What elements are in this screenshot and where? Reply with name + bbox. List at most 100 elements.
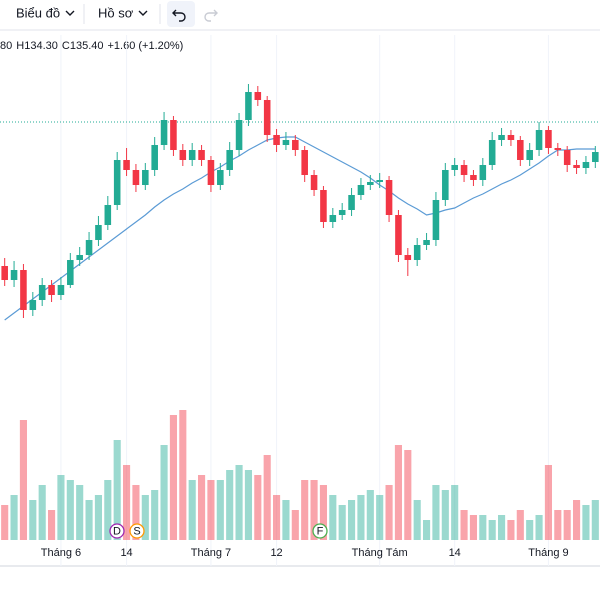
candle-body	[38, 285, 46, 300]
volume-bar	[198, 475, 206, 540]
candle-body	[320, 190, 327, 222]
x-tick-label: Tháng Tám	[352, 547, 408, 559]
legend-item: H134.30	[16, 40, 58, 52]
toolbar: Biểu đồ Hồ sơ	[0, 1, 600, 31]
volume-bar	[469, 515, 477, 540]
candle-body	[338, 210, 346, 215]
candle-body	[67, 260, 74, 285]
volume-bar	[488, 520, 496, 540]
candle-body	[142, 170, 149, 185]
candle-body	[348, 195, 355, 210]
volume-bar	[48, 510, 56, 540]
volume-bar	[263, 455, 271, 540]
event-label: D	[113, 525, 121, 537]
volume-bar	[123, 465, 131, 540]
volume-bar	[141, 495, 149, 540]
volume-bar	[179, 410, 187, 540]
volume-bar	[113, 440, 121, 540]
candle-body	[432, 200, 440, 240]
candle-body	[85, 240, 93, 255]
volume-bar	[451, 485, 459, 540]
candle-body	[76, 255, 83, 260]
volume-bar	[329, 495, 337, 540]
candle-body	[573, 165, 580, 168]
x-tick-label: 14	[449, 547, 461, 559]
candle-body	[301, 150, 308, 175]
candle-body	[395, 215, 402, 255]
volume-bar	[216, 480, 224, 540]
event-marker[interactable]	[312, 523, 328, 539]
candle-body	[273, 135, 280, 145]
candle-body	[217, 170, 224, 185]
candle-body	[95, 225, 102, 240]
candle-body	[170, 120, 177, 150]
volume-bar	[526, 520, 534, 540]
candle-body	[545, 130, 552, 148]
candle-body	[188, 150, 196, 160]
candle-body	[329, 215, 337, 222]
candle-body	[535, 130, 543, 150]
candle-body	[470, 175, 477, 180]
x-tick-label: Tháng 6	[41, 547, 81, 559]
volume-bar	[413, 500, 421, 540]
volume-bar	[423, 520, 431, 540]
redo-icon[interactable]	[204, 9, 218, 22]
volume-bar	[19, 420, 27, 540]
volume-bar	[394, 445, 402, 540]
volume-bar	[573, 500, 581, 540]
volume-bar	[338, 505, 346, 540]
profile-menu[interactable]: Hồ sơ	[98, 5, 134, 20]
volume-bar	[366, 490, 374, 540]
candle-body	[226, 150, 233, 170]
volume-bar	[76, 485, 84, 540]
x-tick-label: Tháng 9	[528, 547, 568, 559]
volume-bar	[376, 495, 384, 540]
candle-body	[57, 285, 65, 295]
candle-body	[254, 92, 262, 100]
volume-bar	[563, 510, 571, 540]
candle-body	[385, 180, 393, 215]
volume-bar	[582, 505, 590, 540]
volume-bar	[226, 470, 234, 540]
candle-body	[282, 140, 290, 145]
candle-body	[413, 245, 421, 260]
candle-body	[263, 100, 271, 135]
x-tick-label: Tháng 7	[191, 547, 231, 559]
undo-button[interactable]	[167, 1, 195, 27]
volume-bar	[404, 450, 412, 540]
volume-bar	[151, 490, 159, 540]
candle-body	[29, 300, 37, 310]
volume-bar	[160, 445, 168, 540]
candle-body	[20, 270, 27, 310]
candle-body	[113, 160, 121, 205]
legend-item: +1.60 (+1.20%)	[107, 40, 183, 52]
undo-icon	[172, 9, 186, 22]
ohlc-legend: .80 H134.30 C135.40+1.60 (+1.20%)	[0, 40, 183, 52]
volume-bar	[535, 515, 543, 540]
moving-average	[4, 136, 596, 321]
volume-bar	[235, 465, 243, 540]
volume-bar	[188, 480, 196, 540]
volume-bar	[348, 500, 356, 540]
volume-bar	[591, 500, 599, 540]
volume-bar	[432, 485, 440, 540]
volume-bar	[104, 480, 112, 540]
candle-body	[198, 150, 205, 160]
chevron	[138, 10, 148, 16]
candle-body	[404, 255, 412, 260]
candle-body	[423, 240, 430, 245]
candle-body	[479, 165, 487, 180]
x-tick-label: 14	[120, 547, 132, 559]
volume-bar	[1, 505, 9, 540]
event-marker[interactable]	[129, 523, 145, 539]
volume-bar	[85, 500, 93, 540]
event-marker[interactable]	[109, 523, 125, 539]
volume-bar	[385, 485, 393, 540]
candle-body	[207, 160, 215, 185]
volume-bar	[301, 480, 309, 540]
volume-bar	[66, 480, 74, 540]
chart-menu[interactable]: Biểu đồ	[16, 5, 60, 20]
legend-item: .80	[0, 40, 12, 52]
volume-bar	[291, 510, 299, 540]
